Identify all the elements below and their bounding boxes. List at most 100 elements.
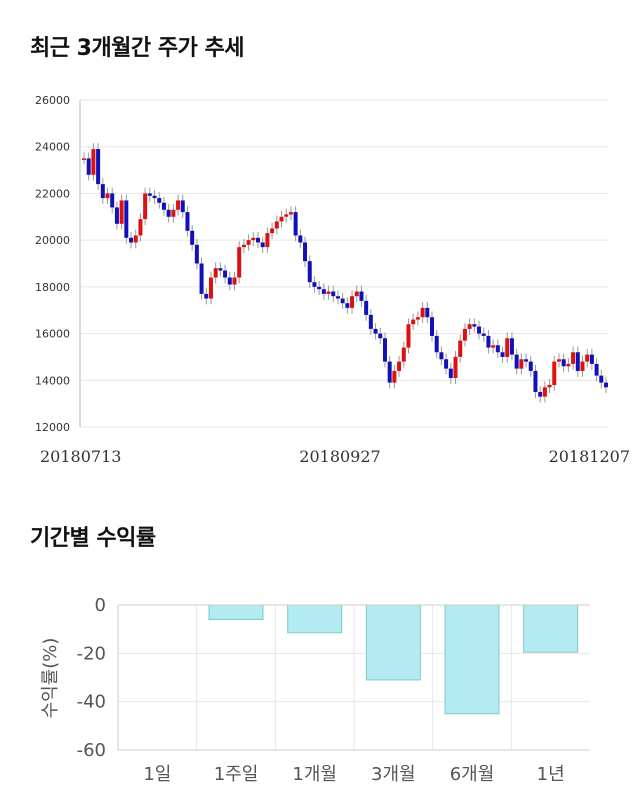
candle-up: [547, 384, 552, 388]
returns-ytick-labels: 0 -20 -40 -60: [77, 595, 106, 761]
candle-up: [585, 354, 590, 362]
candle-up: [580, 361, 585, 371]
price-ytick-label: 24000: [35, 141, 70, 154]
candle-up: [251, 237, 256, 241]
candle-up: [119, 200, 124, 224]
candle-up: [552, 361, 557, 385]
candle-down: [387, 361, 392, 383]
candle-up: [279, 216, 284, 222]
candle-up: [401, 347, 406, 362]
candle-down: [434, 335, 439, 353]
candle-down: [307, 261, 312, 283]
candle-down: [110, 193, 115, 208]
candle-down: [382, 338, 387, 362]
candle-up: [237, 247, 242, 278]
candle-down: [223, 270, 228, 278]
candle-down: [335, 296, 340, 299]
candle-up: [208, 277, 213, 299]
candle-down: [303, 242, 308, 262]
candle-down: [114, 207, 119, 224]
candle-up: [415, 317, 420, 320]
candle-down: [524, 359, 529, 362]
candle-up: [138, 219, 143, 236]
candle-down: [190, 230, 195, 245]
candle-down: [157, 198, 162, 203]
candle-up: [133, 235, 138, 243]
candle-down: [561, 359, 566, 367]
candle-down: [340, 298, 345, 304]
candle-down: [293, 212, 298, 236]
candle-down: [533, 370, 538, 392]
returns-ytick-label: -40: [77, 692, 106, 713]
date-label: 20181207: [549, 447, 630, 466]
candle-down: [185, 212, 190, 231]
candle-down: [96, 149, 101, 185]
candle-down: [100, 184, 105, 199]
candle-up: [354, 291, 359, 297]
candle-down: [373, 328, 378, 334]
price-ytick-label: 22000: [35, 187, 70, 200]
candle-up: [458, 340, 463, 357]
returns-grid: [118, 605, 590, 751]
candle-up: [82, 158, 86, 160]
date-label: 20180713: [40, 447, 121, 466]
price-ytick-label: 20000: [35, 234, 70, 247]
candle-down: [430, 317, 434, 336]
candle-down: [594, 363, 599, 376]
candle-down: [256, 237, 260, 243]
candle-up: [91, 149, 96, 175]
returns-ytick-label: -20: [77, 643, 106, 664]
date-labels: 20180713 20180927 20181207: [40, 447, 630, 466]
candle-up: [406, 324, 411, 348]
candle-down: [444, 359, 449, 369]
candlestick-chart: 12000 14000 16000 18000 20000 22000 24000 26000…: [35, 94, 630, 466]
candle-up: [467, 324, 472, 329]
price-ytick-label: 16000: [35, 328, 70, 341]
candle-down: [486, 335, 491, 348]
returns-bar: [365, 604, 421, 681]
candle-down: [345, 303, 350, 308]
candle-down: [260, 242, 265, 248]
candle-down: [161, 202, 166, 210]
candle-up: [171, 209, 176, 217]
candle-up: [270, 228, 275, 234]
candle-up: [326, 291, 331, 294]
candle-down: [331, 291, 336, 297]
candle-down: [298, 235, 303, 243]
candle-down: [528, 361, 533, 371]
candle-down: [86, 158, 91, 175]
candle-down: [575, 352, 580, 371]
candle-down: [599, 375, 604, 383]
candle-up: [232, 277, 237, 285]
returns-category-label: 6개월: [450, 764, 495, 785]
candle-up: [566, 363, 571, 367]
candle-down: [180, 200, 185, 213]
candle-up: [571, 352, 576, 364]
candle-down: [477, 326, 482, 334]
candle-down: [359, 291, 364, 301]
returns-category-labels: 1일 1주일 1개월 3개월 6개월 1년: [143, 764, 564, 785]
candle-up: [392, 370, 397, 383]
returns-bar: [287, 604, 343, 634]
candle-down: [495, 345, 500, 353]
price-ytick-labels: 12000 14000 16000 18000 20000 22000 24000 26000: [35, 94, 70, 434]
candle-down: [538, 391, 543, 397]
candle-down: [368, 314, 373, 329]
candle-up: [105, 193, 110, 199]
returns-bars: [208, 604, 579, 715]
candle-down: [129, 237, 134, 243]
candle-down: [439, 352, 444, 360]
candle-up: [288, 212, 293, 215]
candle-down: [124, 200, 129, 238]
candle-up: [420, 307, 425, 318]
candle-down: [199, 263, 204, 294]
candle-down: [152, 195, 157, 199]
price-trend-title: 최근 3개월간 주가 추세: [30, 36, 244, 61]
returns-bar: [444, 604, 500, 715]
candle-down: [194, 244, 199, 264]
candle-down: [472, 324, 477, 327]
candle-down: [514, 354, 519, 369]
candle-down: [321, 289, 326, 294]
candle-down: [509, 338, 514, 355]
